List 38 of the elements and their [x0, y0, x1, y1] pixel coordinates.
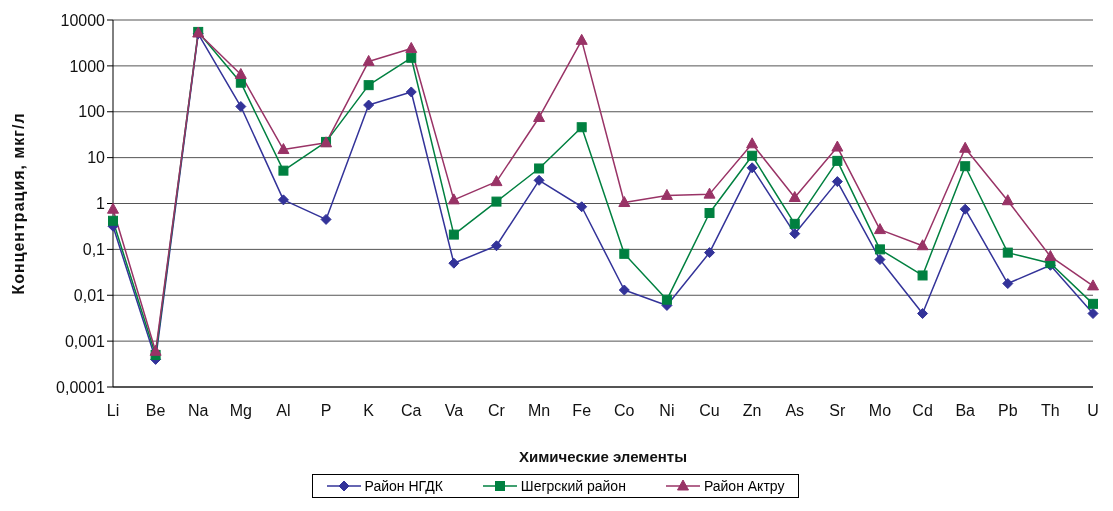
x-tick-label: Mo [868, 402, 892, 420]
y-tick-label: 100 [78, 103, 106, 121]
x-tick-label: Be [145, 402, 166, 420]
x-tick-label: Li [106, 402, 120, 420]
x-tick-label: Mn [527, 402, 551, 420]
x-tick-label: Mg [229, 402, 252, 420]
y-tick-label: 0,001 [64, 332, 106, 350]
x-tick-label: Ba [955, 402, 976, 420]
x-tick-label: P [320, 402, 332, 420]
x-tick-label: Sr [829, 402, 847, 420]
legend-label: Район Актру [703, 478, 785, 494]
x-tick-label: Al [276, 402, 291, 420]
y-tick-label: 10 [87, 149, 106, 167]
x-tick-label: Va [444, 402, 464, 420]
x-tick-label: Th [1041, 402, 1060, 420]
x-tick-label: Cr [488, 402, 506, 420]
y-tick-label: 0,0001 [56, 378, 106, 396]
x-tick-label: Zn [742, 402, 762, 420]
y-axis-title: Концентрация, мкг/л [9, 112, 27, 295]
legend-label: Шегрский район [520, 478, 626, 494]
x-tick-label: K [363, 402, 375, 420]
x-tick-label: Fe [572, 402, 592, 420]
x-tick-label: Ca [401, 402, 422, 420]
y-tick-label: 1000 [69, 57, 106, 75]
x-axis-title: Химические элементы [518, 448, 688, 465]
x-tick-label: Na [187, 402, 209, 420]
x-tick-label: Ni [659, 402, 675, 420]
y-tick-label: 0,1 [82, 241, 106, 259]
y-tick-label: 1 [96, 195, 106, 213]
x-tick-label: Cd [912, 402, 933, 420]
y-tick-label: 0,01 [73, 286, 106, 304]
x-tick-label: Cu [699, 402, 720, 420]
y-tick-label: 10000 [60, 11, 106, 29]
x-tick-label: As [785, 402, 805, 420]
x-tick-label: U [1087, 402, 1099, 420]
x-tick-label: Pb [997, 402, 1018, 420]
legend-label: Район НГДК [364, 478, 443, 494]
x-tick-label: Co [614, 402, 635, 420]
